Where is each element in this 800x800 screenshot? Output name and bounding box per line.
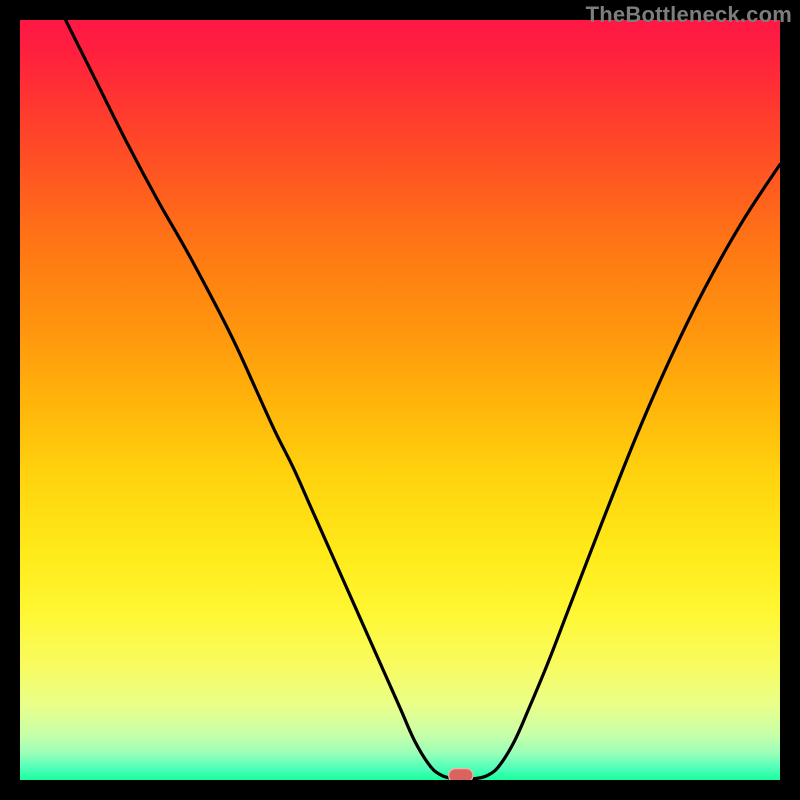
optimum-marker bbox=[449, 769, 473, 780]
bottleneck-chart bbox=[20, 20, 780, 780]
gradient-background bbox=[20, 20, 780, 780]
watermark-text: TheBottleneck.com bbox=[586, 2, 792, 28]
chart-container: TheBottleneck.com bbox=[0, 0, 800, 800]
